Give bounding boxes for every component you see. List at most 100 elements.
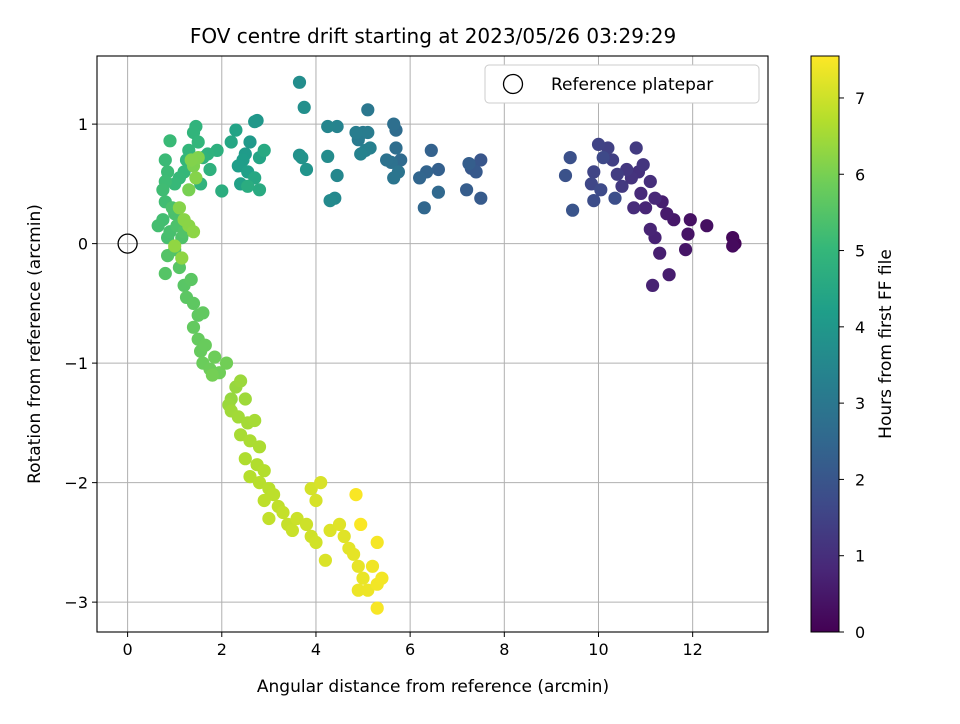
data-point — [208, 350, 222, 364]
data-point — [662, 268, 676, 282]
x-tick-label: 10 — [588, 640, 608, 659]
data-point — [267, 488, 281, 502]
data-point — [161, 249, 175, 263]
data-point — [566, 203, 580, 217]
data-point — [361, 583, 375, 597]
data-point — [351, 559, 365, 573]
data-point — [168, 239, 182, 253]
data-point — [238, 452, 252, 466]
data-point — [349, 125, 363, 140]
y-tick-label: 0 — [78, 235, 88, 254]
data-point — [375, 571, 389, 585]
colorbar — [810, 55, 840, 633]
data-point — [332, 517, 347, 532]
data-point — [297, 100, 311, 114]
colorbar-tick-label: 3 — [855, 394, 865, 413]
data-point — [229, 123, 243, 137]
data-point — [191, 135, 205, 149]
colorbar-tick-label: 5 — [855, 242, 865, 261]
data-point — [321, 149, 335, 163]
data-point — [196, 306, 210, 320]
data-point — [252, 440, 267, 454]
y-tick-label: 1 — [78, 115, 88, 134]
y-tick-label: −1 — [64, 354, 88, 373]
data-point — [186, 225, 201, 239]
data-point — [683, 213, 697, 227]
data-point — [474, 191, 488, 205]
legend-label: Reference platepar — [551, 75, 713, 95]
data-point — [462, 157, 476, 171]
x-tick-label: 6 — [405, 640, 415, 659]
data-points — [151, 75, 742, 615]
data-point — [596, 151, 610, 165]
data-point — [198, 338, 212, 352]
colorbar-tick-label: 7 — [855, 89, 865, 108]
data-point — [241, 179, 255, 193]
y-tick-label: −2 — [64, 474, 88, 493]
data-point — [417, 201, 431, 215]
data-point — [679, 243, 693, 257]
data-point — [304, 482, 318, 496]
data-point — [431, 162, 445, 177]
data-point — [182, 183, 196, 197]
colorbar-label: Hours from first FF file — [876, 249, 896, 439]
colorbar-tick-label: 0 — [855, 623, 865, 642]
data-point — [639, 201, 653, 215]
data-point — [700, 219, 714, 233]
x-tick-label: 4 — [311, 640, 321, 659]
data-point — [248, 115, 262, 129]
data-point — [587, 165, 601, 179]
data-point — [243, 434, 257, 448]
x-tick-label: 8 — [499, 640, 509, 659]
data-point — [349, 488, 363, 502]
data-point — [587, 194, 601, 208]
data-point — [299, 517, 314, 532]
y-axis-label: Rotation from reference (arcmin) — [25, 204, 45, 484]
data-point — [257, 493, 271, 508]
data-point — [629, 141, 643, 155]
reference-marker — [117, 233, 138, 254]
plot-frame — [96, 55, 769, 633]
data-point — [380, 153, 394, 167]
data-point — [243, 135, 257, 149]
chart-title: FOV centre drift starting at 2023/05/26 … — [190, 24, 676, 48]
data-point — [276, 505, 290, 520]
x-axis-label: Angular distance from reference (arcmin) — [257, 677, 609, 697]
data-point — [351, 583, 365, 597]
data-point — [646, 278, 660, 292]
data-point — [252, 476, 267, 490]
data-point — [387, 117, 401, 131]
colorbar-tick-label: 4 — [855, 318, 865, 337]
data-point — [184, 272, 198, 287]
data-point — [156, 183, 170, 197]
data-point — [299, 162, 314, 177]
data-point — [389, 141, 403, 155]
data-point — [205, 368, 219, 382]
x-tick-label: 0 — [123, 640, 133, 659]
data-point — [330, 119, 344, 134]
data-point — [172, 201, 186, 215]
data-point — [660, 207, 674, 221]
data-point — [354, 147, 368, 161]
data-point — [175, 251, 189, 265]
data-point — [610, 167, 624, 181]
data-point — [563, 151, 577, 165]
data-point — [460, 183, 474, 197]
data-point — [189, 171, 203, 185]
data-point — [323, 523, 337, 538]
data-point — [158, 153, 172, 167]
y-ticks: −3 −2 −1 0 1 — [64, 115, 97, 612]
data-point — [309, 535, 323, 550]
data-point — [558, 168, 573, 183]
data-point — [321, 119, 335, 134]
data-point — [295, 151, 309, 165]
data-point — [643, 174, 657, 189]
data-point — [248, 413, 262, 428]
legend: Reference platepar — [484, 64, 760, 104]
data-point — [186, 296, 201, 310]
data-point — [151, 219, 165, 233]
data-point — [653, 246, 667, 260]
data-point — [186, 320, 201, 334]
data-point — [636, 158, 650, 172]
